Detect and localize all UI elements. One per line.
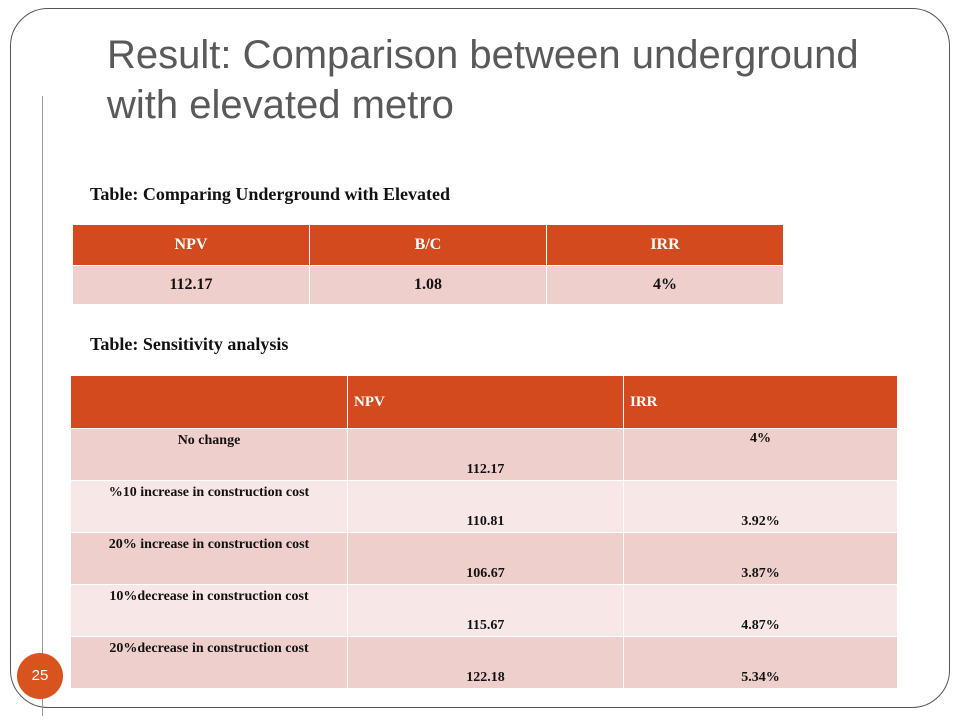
cell-irr: 3.87% <box>623 532 898 585</box>
cell-irr: 4% <box>623 428 898 481</box>
cell-irr: 4.87% <box>623 584 898 637</box>
cell-npv: 122.18 <box>347 636 624 689</box>
cell-irr: 4% <box>546 265 784 305</box>
cell-irr: 3.92% <box>623 480 898 533</box>
header-irr: IRR <box>623 375 898 429</box>
comparison-table: NPV B/C IRR 112.17 1.08 4% <box>72 224 784 305</box>
scenario-label: %10 increase in construction cost <box>70 480 348 533</box>
table-row: 10%decrease in construction cost 115.67 … <box>70 584 898 637</box>
cell-npv: 115.67 <box>347 584 624 637</box>
header-scenario <box>70 375 348 429</box>
scenario-label: 20% increase in construction cost <box>70 532 348 585</box>
cell-npv: 112.17 <box>347 428 624 481</box>
table-row: 20%decrease in construction cost 122.18 … <box>70 636 898 689</box>
cell-npv: 106.67 <box>347 532 624 585</box>
scenario-label: No change <box>70 428 348 481</box>
header-bc: B/C <box>309 224 547 266</box>
table-header-row: NPV IRR <box>70 375 898 429</box>
table-row: No change 112.17 4% <box>70 428 898 481</box>
table-row: %10 increase in construction cost 110.81… <box>70 480 898 533</box>
slide-title: Result: Comparison between underground w… <box>107 33 859 127</box>
page-number-badge: 25 <box>17 653 63 699</box>
header-npv: NPV <box>72 224 310 266</box>
table-header-row: NPV B/C IRR <box>72 224 784 266</box>
sensitivity-table: NPV IRR No change 112.17 4% %10 increase… <box>70 375 898 689</box>
left-divider <box>42 96 43 716</box>
table1-caption: Table: Comparing Underground with Elevat… <box>90 184 451 204</box>
cell-irr: 5.34% <box>623 636 898 689</box>
table-row: 112.17 1.08 4% <box>72 265 784 305</box>
header-npv: NPV <box>347 375 624 429</box>
header-irr: IRR <box>546 224 784 266</box>
cell-bc: 1.08 <box>309 265 547 305</box>
cell-npv: 110.81 <box>347 480 624 533</box>
scenario-label: 20%decrease in construction cost <box>70 636 348 689</box>
scenario-label: 10%decrease in construction cost <box>70 584 348 637</box>
table-row: 20% increase in construction cost 106.67… <box>70 532 898 585</box>
table2-caption: Table: Sensitivity analysis <box>90 334 289 354</box>
cell-npv: 112.17 <box>72 265 310 305</box>
